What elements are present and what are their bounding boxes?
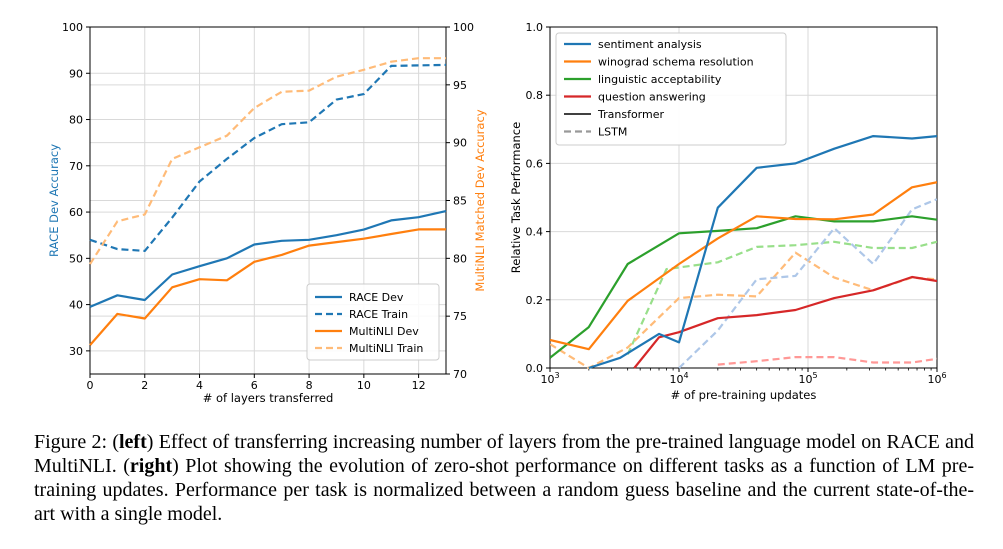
legend-label: linguistic acceptability [598,73,722,86]
x-tick-label: 6 [251,379,258,392]
caption-right-tag: right [129,455,173,477]
legend-label: RACE Dev [349,291,404,304]
y-tick-label-right: 95 [453,79,467,92]
y-tick-label-right: 100 [453,21,474,34]
plot-frame [549,26,938,369]
x-tick-label: 2 [141,379,148,392]
series-line-multinli-train [89,57,446,265]
y-tick-label: 0.8 [526,89,544,102]
y-tick-label-right: 80 [453,252,467,265]
series-line-lstm-linguistic-acceptability [626,240,937,355]
legend-box [306,283,440,361]
y-axis-label-left: RACE Dev Accuracy [47,144,61,257]
y-axis-label-right: MultiNLI Matched Dev Accuracy [473,109,487,291]
legend-label: LSTM [598,126,627,139]
x-tick-label: 104 [669,371,688,386]
legend-label: MultiNLI Train [349,342,423,355]
series-line-transformer-winograd-schema-resolution [550,181,937,351]
y-tick-label-right: 85 [453,195,467,208]
legend-label: question answering [598,91,706,104]
series-line-lstm-sentiment-analysis [678,198,937,369]
y-tick-label-left: 70 [69,160,83,173]
caption-figure-label: Figure 2: [34,431,108,453]
legend-label: sentiment analysis [598,38,702,51]
x-tick-label: 0 [87,379,94,392]
x-tick-label: 103 [540,371,559,386]
x-tick-label: 12 [412,379,426,392]
x-axis-label: # of layers transferred [203,391,334,405]
series-line-transformer-question-answering [633,275,937,369]
y-tick-label-left: 80 [69,114,83,127]
x-tick-label: 8 [306,379,313,392]
figure-caption: Figure 2: (left) Effect of transferring … [34,431,974,525]
y-tick-label-right: 90 [453,137,467,150]
right-chart: 103 104 105 106 0.0 0.2 0.4 0.6 0.8 1.0 # of pre-t… [509,21,947,402]
series-line-transformer-sentiment-analysis [588,135,937,370]
legend-label: MultiNLI Dev [349,325,419,338]
caption-left-tag: left [118,431,147,453]
y-tick-label: 1.0 [526,21,544,34]
legend-box [555,32,787,146]
y-tick-label-left: 100 [62,21,83,34]
y-tick-label: 0.2 [526,294,544,307]
y-axis-label: Relative Task Performance [509,122,523,273]
series-group [550,135,937,370]
left-chart: 0 2 4 6 8 10 12 30 40 50 60 70 80 90 100 70 75 80 85 90 95 10… [47,21,487,405]
series-line-transformer-linguistic-acceptability [550,215,937,359]
legend-label: Transformer [597,108,664,121]
y-tick-label-left: 40 [69,299,83,312]
x-tick-label: 105 [798,371,817,386]
caption-left-text: Effect of transferring increasing number… [34,431,974,477]
x-axis-label: # of pre-training updates [671,388,817,402]
series-line-race-train [89,63,447,252]
legend-label: winograd schema resolution [598,56,754,69]
series-line-lstm-winograd-schema-resolution [550,251,937,370]
series-line-race-dev [89,210,447,308]
y-tick-label: 0.6 [526,157,544,170]
x-tick-label: 106 [927,371,946,386]
series-line-multinli-dev [89,228,446,346]
y-tick-label: 0.4 [526,226,544,239]
caption-right-text: Plot showing the evolution of zero-shot … [34,455,974,525]
y-tick-label-left: 60 [69,206,83,219]
y-tick-label-right: 75 [453,310,467,323]
y-tick-label-left: 50 [69,252,83,265]
y-tick-label: 0.0 [526,362,544,375]
legend-label: RACE Train [349,308,408,321]
y-tick-label-left: 90 [69,67,83,80]
x-tick-label: 10 [357,379,371,392]
series-line-lstm-question-answering [717,356,937,366]
x-tick-label: 4 [196,379,203,392]
y-tick-label-right: 70 [453,368,467,381]
y-tick-label-left: 30 [69,345,83,358]
